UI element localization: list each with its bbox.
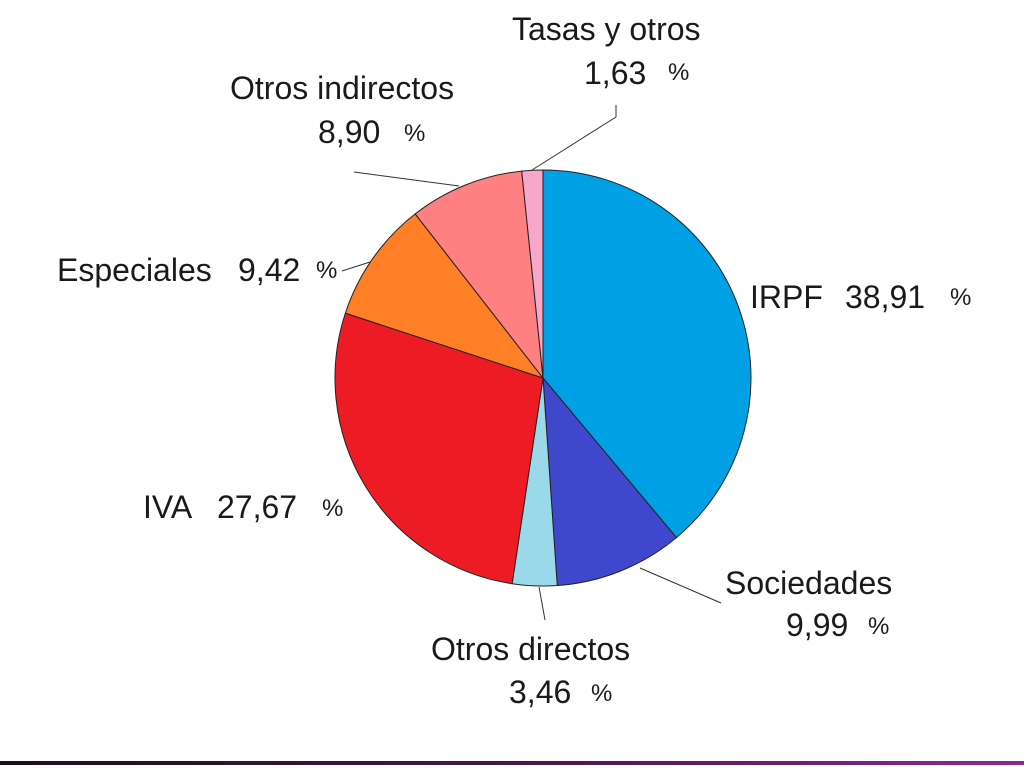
label-especiales: Especiales 9,42 % xyxy=(57,252,337,288)
label-especiales-percent: % xyxy=(316,257,337,284)
label-tasas-y-otros-percent: % xyxy=(668,59,689,86)
label-irpf: IRPF 38,91 % xyxy=(750,279,971,315)
label-irpf-value: 38,91 xyxy=(845,279,925,315)
label-otros-directos: Otros directos 3,46 % xyxy=(431,631,630,710)
label-tasas-y-otros-value: 1,63 xyxy=(584,55,646,91)
bottom-divider xyxy=(0,761,1024,765)
label-otros-indirectos-value: 8,90 xyxy=(318,114,380,150)
pie-slices xyxy=(334,169,752,587)
leader-lines xyxy=(341,105,722,621)
label-otros-directos-name: Otros directos xyxy=(431,631,630,667)
label-irpf-name: IRPF xyxy=(750,279,823,315)
label-iva-percent: % xyxy=(322,495,343,522)
label-sociedades-percent: % xyxy=(868,613,889,640)
leader-line-especiales xyxy=(341,261,371,272)
label-otros-directos-percent: % xyxy=(591,680,612,707)
pie-slice-sociedades xyxy=(542,376,678,587)
label-sociedades-value: 9,99 xyxy=(786,607,848,643)
label-sociedades: Sociedades 9,99 % xyxy=(725,565,892,643)
label-otros-indirectos: Otros indirectos 8,90 % xyxy=(230,70,454,150)
leader-line-sociedades xyxy=(639,567,722,604)
label-otros-indirectos-percent: % xyxy=(404,120,425,147)
label-irpf-percent: % xyxy=(950,284,971,311)
label-iva: IVA 27,67 % xyxy=(143,489,343,525)
label-sociedades-name: Sociedades xyxy=(725,565,892,601)
pie-slice-irpf xyxy=(542,169,752,539)
label-otros-indirectos-name: Otros indirectos xyxy=(230,70,454,106)
leader-line-tasas-y-otros xyxy=(531,105,617,171)
label-tasas-y-otros: Tasas y otros 1,63 % xyxy=(512,11,701,91)
label-otros-directos-value: 3,46 xyxy=(509,674,571,710)
pie-slice-iva xyxy=(334,312,544,585)
label-especiales-value: 9,42 xyxy=(238,252,300,288)
label-especiales-name: Especiales xyxy=(57,252,212,288)
leader-line-otros-directos xyxy=(538,586,546,621)
slice-labels: IRPF 38,91 % Sociedades 9,99 % Otros dir… xyxy=(57,11,971,710)
label-tasas-y-otros-name: Tasas y otros xyxy=(512,11,701,47)
pie-slice-otros-indirectos xyxy=(414,170,544,380)
label-iva-name: IVA xyxy=(143,489,193,525)
pie-slice-especiales xyxy=(344,213,545,379)
label-iva-value: 27,67 xyxy=(217,489,297,525)
leader-line-otros-indirectos xyxy=(353,171,460,187)
